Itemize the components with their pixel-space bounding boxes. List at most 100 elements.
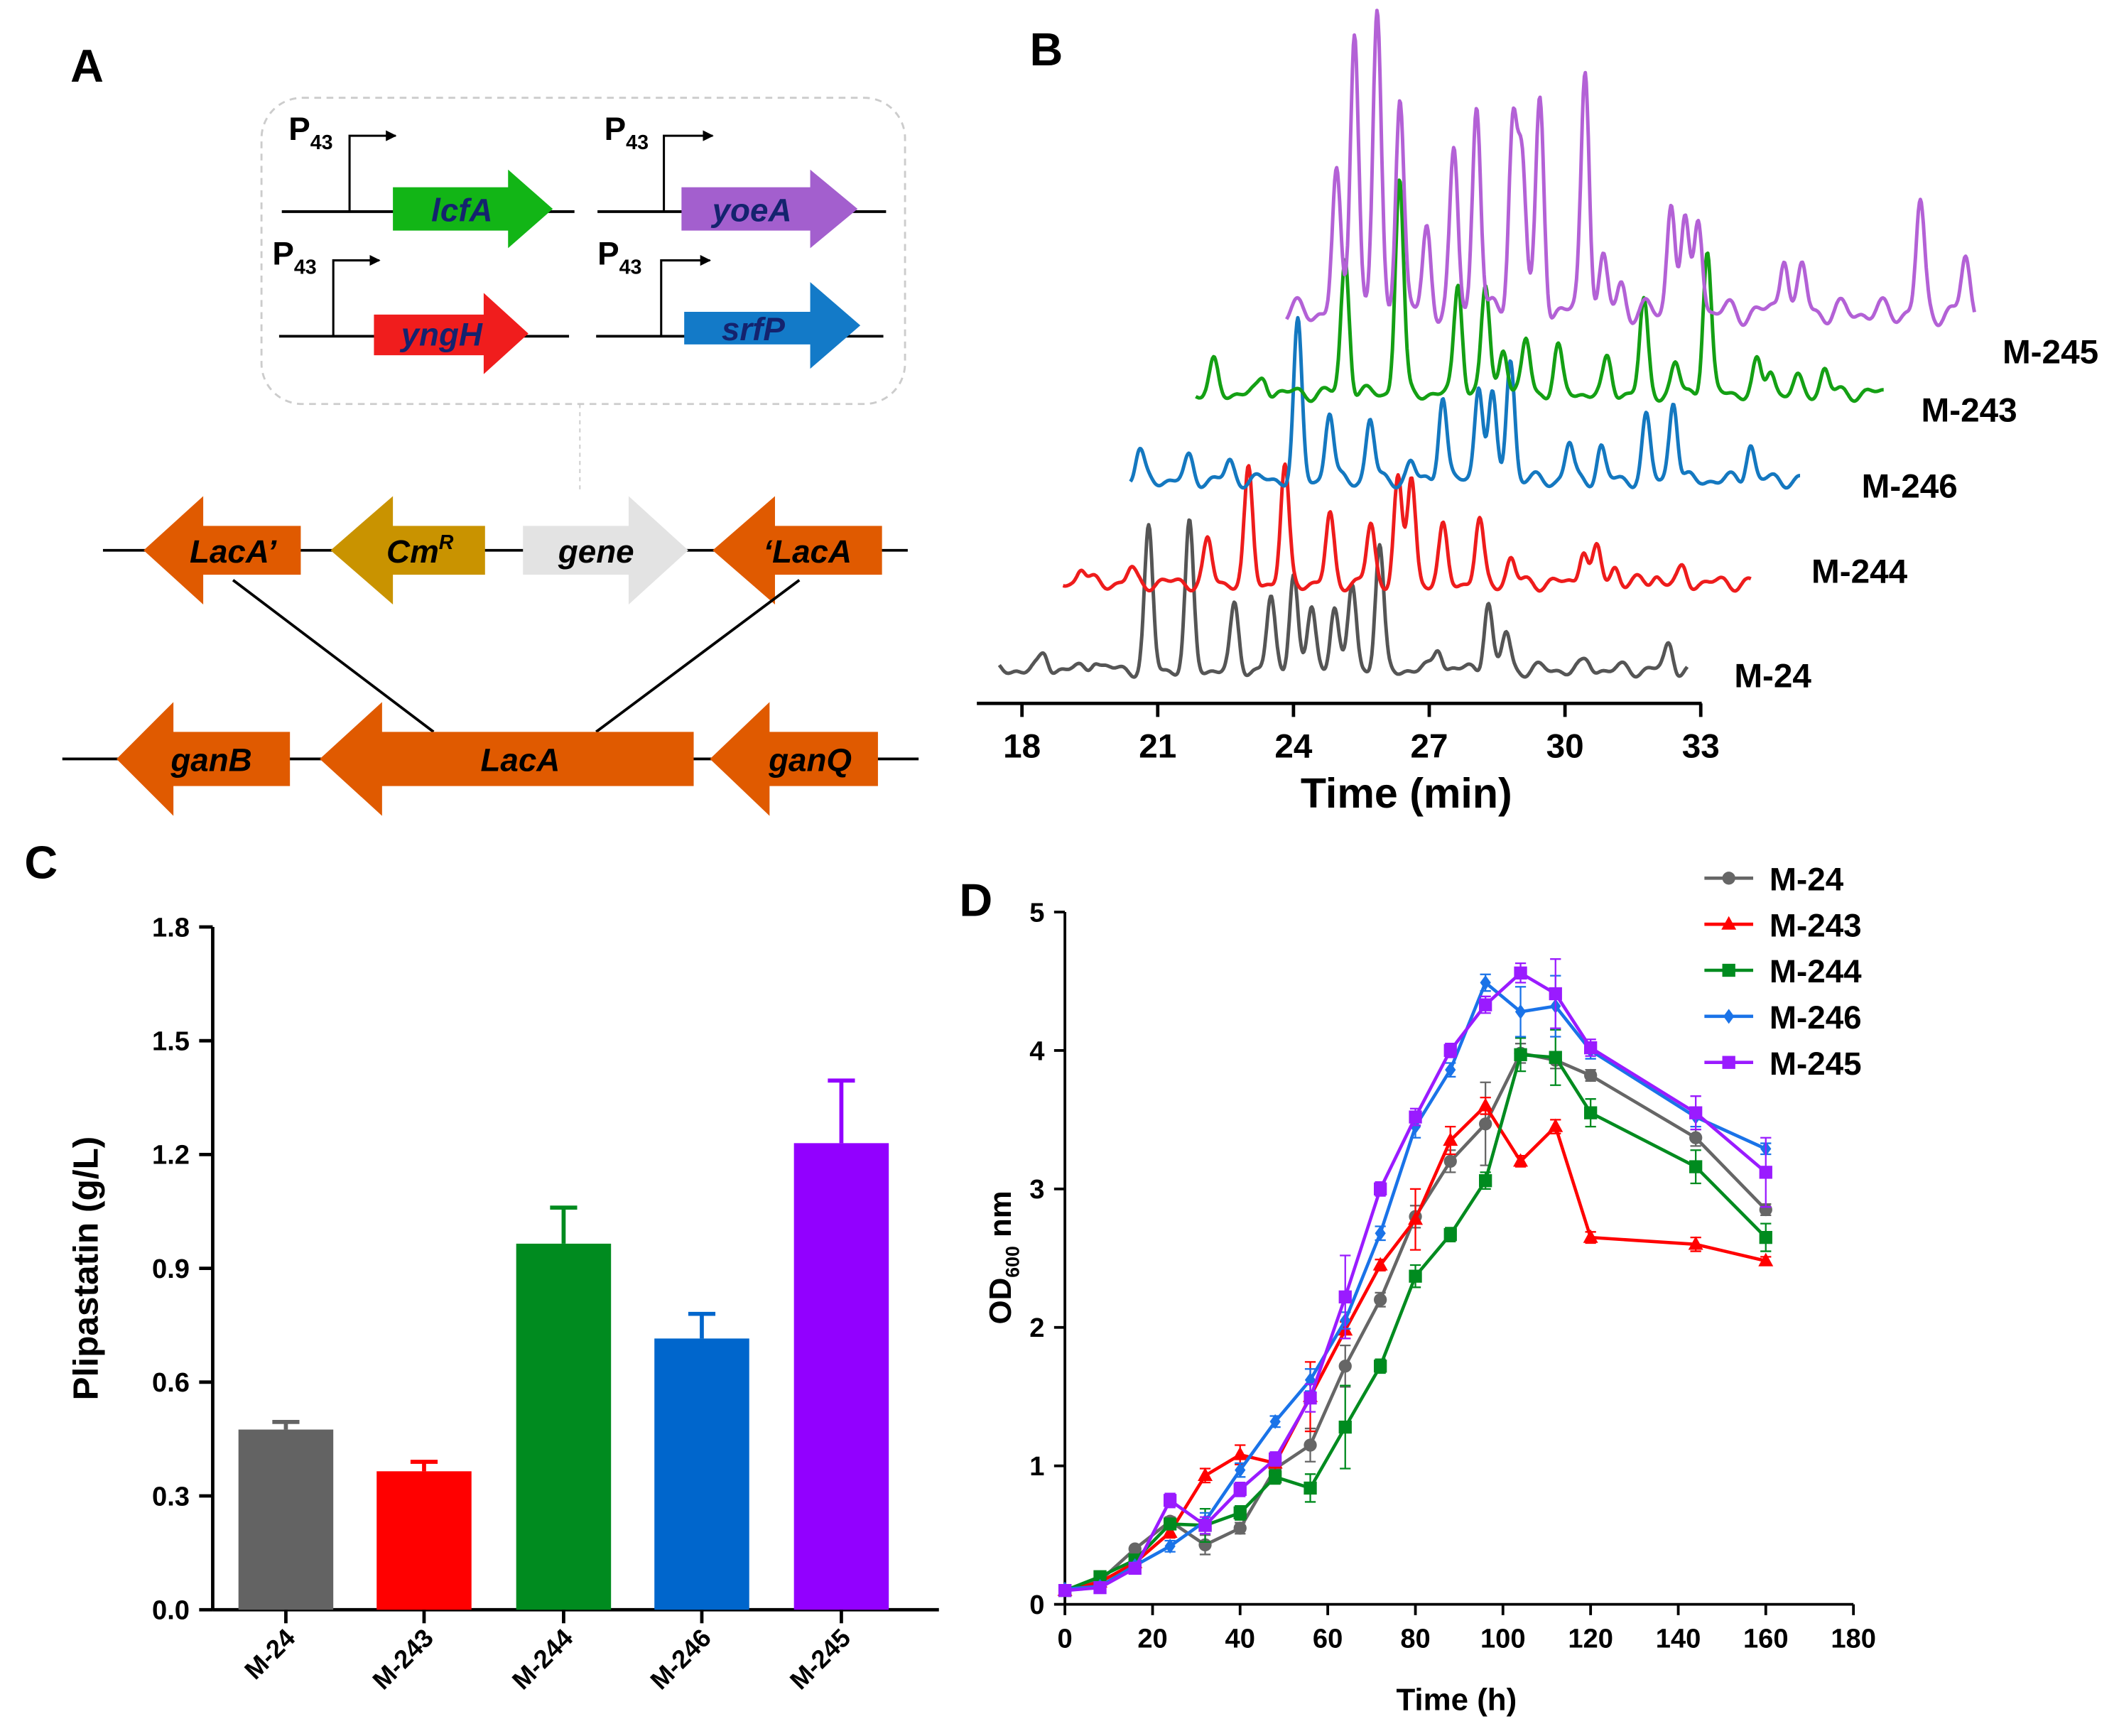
data-point	[1304, 1391, 1317, 1405]
svg-text:P43: P43	[597, 235, 641, 278]
cassette-lacA-right: ‘LacA	[712, 496, 882, 605]
data-point	[1409, 1110, 1422, 1124]
data-point	[1233, 1506, 1247, 1520]
panel-label-b: B	[1030, 23, 1063, 75]
cassette-lacA-left: LacA’	[143, 496, 301, 605]
series-M-244	[1058, 1029, 1772, 1597]
legend-item-M-24: M-24	[1704, 861, 1844, 897]
trace-label-M-243: M-243	[1922, 392, 2017, 430]
x-tick-label: M-246	[644, 1623, 717, 1696]
data-point	[1583, 1229, 1598, 1243]
y-tick-label: 1	[1029, 1451, 1044, 1482]
legend-marker	[1723, 1009, 1735, 1024]
x-tick-label: 160	[1743, 1624, 1789, 1654]
svg-text:ganB: ganB	[170, 742, 251, 779]
y-tick-label: 0.6	[152, 1367, 190, 1398]
y-tick-label: 1.8	[152, 912, 190, 943]
data-point	[1549, 987, 1562, 1001]
data-point	[1338, 1420, 1352, 1434]
legend-item-M-245: M-245	[1704, 1046, 1862, 1082]
y-axis-title: OD600 nm	[983, 1190, 1023, 1324]
y-tick-label: 0.0	[152, 1595, 190, 1626]
x-tick-label: 20	[1137, 1624, 1167, 1654]
series-line-M-245	[1064, 971, 1767, 1593]
error-bar-M-245	[828, 1078, 855, 1144]
data-point	[1304, 1438, 1317, 1452]
data-point	[1269, 1414, 1281, 1429]
svg-text:LacA: LacA	[480, 742, 560, 779]
bar-M-24	[238, 1429, 334, 1610]
x-axis-title: Time (min)	[1301, 769, 1512, 817]
data-point	[1478, 998, 1492, 1011]
crossover-line-right	[595, 579, 801, 733]
data-point	[1409, 1269, 1422, 1283]
data-point	[1164, 1539, 1176, 1554]
svg-text:P43: P43	[605, 111, 649, 154]
legend-marker	[1722, 872, 1735, 885]
data-point	[1514, 966, 1527, 980]
x-tick-label: 140	[1656, 1624, 1701, 1654]
legend-label: M-245	[1770, 1046, 1862, 1082]
data-point	[1198, 1519, 1212, 1532]
legend-item-M-246: M-246	[1704, 999, 1862, 1036]
data-point	[1514, 1048, 1527, 1061]
data-point	[1373, 1182, 1387, 1195]
data-point	[1584, 1068, 1598, 1083]
data-point	[1443, 1227, 1457, 1242]
x-tick-label: 21	[1139, 728, 1176, 766]
legend-label: M-243	[1770, 907, 1862, 943]
x-tick-label: 80	[1400, 1624, 1430, 1654]
data-point	[1759, 1230, 1772, 1244]
svg-text:‘LacA: ‘LacA	[763, 533, 852, 570]
svg-text:yoeA: yoeA	[711, 192, 792, 228]
x-axis-title: Time (h)	[1396, 1682, 1517, 1717]
data-point	[1759, 1166, 1772, 1179]
series-M-245	[1058, 958, 1772, 1597]
legend-label: M-24	[1770, 861, 1844, 897]
y-tick-label: 4	[1029, 1036, 1044, 1066]
trace-label-M-246: M-246	[1862, 467, 1958, 505]
legend-item-M-244: M-244	[1704, 953, 1862, 989]
x-tick-label: 24	[1274, 728, 1313, 766]
x-tick-label: 0	[1058, 1624, 1073, 1654]
x-tick-label: 27	[1410, 728, 1448, 766]
data-point	[1373, 1360, 1387, 1373]
legend-marker	[1721, 916, 1737, 930]
bar-M-246	[654, 1338, 749, 1610]
genome-lacA: LacA	[320, 702, 694, 816]
trace-M-244	[1062, 462, 1752, 593]
data-point	[1235, 1463, 1246, 1478]
data-point	[1093, 1570, 1107, 1583]
data-point	[1162, 1524, 1178, 1538]
error-bar-M-244	[550, 1205, 578, 1244]
error-bar-M-24	[272, 1420, 300, 1430]
data-point	[1373, 1293, 1387, 1307]
cassette-cmR: CmR	[330, 496, 485, 605]
y-tick-label: 5	[1029, 897, 1044, 928]
data-point	[1233, 1482, 1247, 1497]
svg-text:P43: P43	[272, 235, 316, 278]
data-point	[1338, 1290, 1352, 1304]
data-point	[1443, 1043, 1457, 1058]
legend-item-M-243: M-243	[1704, 907, 1862, 943]
x-tick-label: M-244	[506, 1623, 579, 1696]
y-axis-title: Plipastatin (g/L)	[65, 1136, 105, 1401]
y-tick-label: 0.3	[152, 1481, 190, 1512]
y-tick-label: 2	[1029, 1313, 1044, 1343]
panel-label-d: D	[959, 874, 992, 926]
genome-ganQ: ganQ	[710, 702, 878, 816]
svg-text:ganQ: ganQ	[768, 742, 852, 779]
y-tick-label: 1.2	[152, 1140, 190, 1171]
data-point	[1548, 1118, 1563, 1132]
gene-arrow-srfP: srfP	[684, 282, 861, 369]
data-point	[1584, 1041, 1598, 1055]
panel-label-c: C	[24, 836, 58, 888]
trace-label-M-244: M-244	[1811, 553, 1908, 591]
legend-marker	[1722, 963, 1735, 977]
trace-M-245	[1285, 9, 1976, 327]
x-tick-label: M-24	[239, 1623, 300, 1685]
x-tick-label: 33	[1682, 728, 1720, 766]
data-point	[1372, 1257, 1388, 1271]
data-point	[1198, 1467, 1213, 1482]
